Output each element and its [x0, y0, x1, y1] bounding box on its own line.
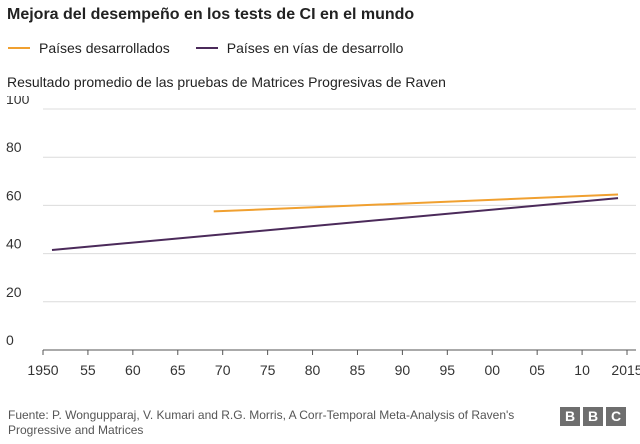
- x-tick-label: 80: [305, 362, 321, 378]
- x-tick-label: 70: [215, 362, 231, 378]
- chart-subtitle: Resultado promedio de las pruebas de Mat…: [7, 74, 446, 90]
- x-tick-label: 95: [440, 362, 456, 378]
- x-tick-label: 10: [574, 362, 590, 378]
- legend-item-developed: Países desarrollados: [8, 40, 170, 56]
- y-tick-label: 100: [6, 96, 30, 107]
- x-tick-label: 65: [170, 362, 186, 378]
- y-tick-label: 60: [6, 187, 22, 203]
- legend-item-developing: Países en vías de desarrollo: [195, 40, 404, 56]
- bbc-logo-letter: B: [583, 407, 603, 426]
- x-tick-label: 55: [80, 362, 96, 378]
- legend-label-developed: Países desarrollados: [39, 40, 170, 56]
- source-note: Fuente: P. Wongupparaj, V. Kumari and R.…: [8, 408, 515, 437]
- x-tick-label: 85: [350, 362, 366, 378]
- x-tick-label: 05: [529, 362, 545, 378]
- y-tick-label: 0: [6, 332, 14, 348]
- legend-label-developing: Países en vías de desarrollo: [226, 40, 404, 56]
- chart-title: Mejora del desempeño en los tests de CI …: [7, 6, 415, 23]
- line-chart: 0 20 40 60 80 100 1950 55 60 65 70 75 80 85 90 95 00 05 10…: [6, 96, 640, 378]
- chart-legend: Países desarrollados Países en vías de d…: [8, 40, 429, 56]
- series-line-developed: [213, 193, 619, 213]
- bbc-logo: B B C: [560, 407, 629, 426]
- legend-swatch-developing: [195, 47, 218, 49]
- y-tick-label: 80: [6, 139, 22, 155]
- y-tick-label: 20: [6, 284, 22, 300]
- bbc-logo-letter: B: [560, 407, 580, 426]
- x-tick-label: 75: [260, 362, 276, 378]
- series-line-developing: [51, 197, 619, 251]
- legend-swatch-developed: [8, 47, 30, 49]
- y-tick-label: 40: [6, 236, 22, 252]
- x-tick-label: 90: [395, 362, 411, 378]
- bbc-logo-letter: C: [606, 407, 626, 426]
- x-tick-label: 60: [125, 362, 141, 378]
- x-tick-label: 00: [484, 362, 500, 378]
- x-tick-label: 1950: [27, 362, 58, 378]
- x-tick-label: 2015: [611, 362, 640, 378]
